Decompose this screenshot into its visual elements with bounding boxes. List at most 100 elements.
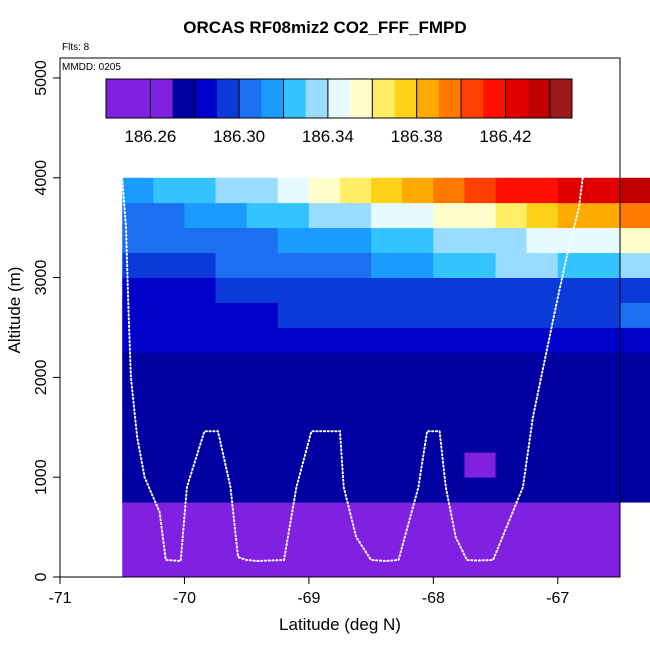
y-tick-label: 5000 [33, 60, 50, 96]
heatmap-cell [588, 327, 621, 353]
heatmap-cell [246, 452, 279, 478]
heatmap-cell [215, 402, 248, 428]
heatmap-cell [184, 277, 216, 303]
heatmap-cell [277, 377, 310, 403]
heatmap-cell [184, 502, 216, 528]
heatmap-cell [402, 302, 434, 328]
y-tick-label: 1000 [33, 459, 50, 495]
y-tick-label: 3000 [33, 260, 50, 296]
colorbar-tick-label: 186.26 [124, 127, 176, 146]
flights-label: Flts: 8 [62, 42, 90, 53]
heatmap-cell [184, 252, 216, 278]
colorbar-segment [106, 79, 174, 118]
heatmap-cell [122, 402, 154, 428]
heatmap-cell [495, 202, 528, 229]
heatmap-cell [308, 377, 341, 403]
heatmap-cell [371, 502, 403, 528]
heatmap-cell [433, 177, 465, 204]
heatmap-cell [215, 277, 248, 303]
heatmap-cell [588, 302, 621, 328]
heatmap-cell [122, 302, 154, 328]
heatmap-cell [526, 377, 559, 403]
heatmap-cell [495, 402, 528, 428]
heatmap-cell [464, 377, 496, 403]
heatmap-cell [588, 177, 621, 204]
heatmap-cell [277, 552, 310, 578]
heatmap-cell [495, 252, 528, 278]
heatmap-cell [495, 502, 528, 528]
heatmap-cell [371, 452, 403, 478]
heatmap-cell [557, 477, 590, 503]
heatmap-cell [464, 302, 496, 328]
heatmap-cell [620, 302, 650, 328]
heatmap-cell [340, 252, 372, 278]
heatmap-cell [340, 477, 372, 503]
heatmap-cell [246, 402, 279, 428]
y-tick-label: 0 [33, 572, 50, 581]
heatmap-cell [184, 552, 216, 578]
heatmap-cell [122, 177, 154, 204]
heatmap-cell [371, 352, 403, 378]
heatmap-cell [277, 177, 310, 204]
heatmap-cell [122, 202, 154, 229]
heatmap-cell [402, 502, 434, 528]
heatmap-cell [215, 452, 248, 478]
heatmap-cell [557, 302, 590, 328]
heatmap-cell [277, 202, 310, 229]
heatmap-cell [215, 552, 248, 578]
heatmap-cell [246, 377, 279, 403]
heatmap-cell [464, 402, 496, 428]
heatmap-cell [433, 302, 465, 328]
heatmap-cell [215, 177, 248, 204]
heatmap-cell [340, 227, 372, 254]
heatmap-cell [153, 452, 185, 478]
heatmap-cell [588, 202, 621, 229]
heatmap-cell [495, 177, 528, 204]
heatmap-cell [277, 252, 310, 278]
heatmap-cell [588, 252, 621, 278]
heatmap-cell [308, 477, 341, 503]
heatmap-cell [495, 377, 528, 403]
heatmap-cell [277, 477, 310, 503]
heatmap-cell [371, 227, 403, 254]
heatmap-cell [153, 477, 185, 503]
heatmap-cell [184, 227, 216, 254]
heatmap-cell [588, 527, 621, 553]
heatmap-cell [340, 527, 372, 553]
heatmap-cell [433, 452, 465, 478]
heatmap-cell [557, 427, 590, 453]
heatmap-cell [153, 527, 185, 553]
heatmap-cell [433, 477, 465, 503]
colorbar-segment [372, 79, 395, 118]
heatmap-cell [464, 327, 496, 353]
heatmap-cell [371, 277, 403, 303]
colorbar-segment [239, 79, 262, 118]
heatmap-cell [153, 327, 185, 353]
heatmap-cell [433, 552, 465, 578]
heatmap-cell [588, 352, 621, 378]
heatmap-cell [464, 352, 496, 378]
heatmap-cell [433, 402, 465, 428]
heatmap-cell [215, 252, 248, 278]
x-tick-label: -68 [422, 590, 445, 607]
heatmap-cell [402, 527, 434, 553]
heatmap-cell [340, 427, 372, 453]
colorbar-segment [416, 79, 440, 118]
heatmap-cell [495, 302, 528, 328]
heatmap-cell [433, 227, 465, 254]
heatmap-cell [620, 252, 650, 278]
heatmap-cell [464, 252, 496, 278]
heatmap-cell [495, 527, 528, 553]
heatmap-cell [588, 477, 621, 503]
heatmap-cell [340, 452, 372, 478]
x-tick-label: -69 [297, 590, 320, 607]
heatmap-cell [526, 202, 559, 229]
heatmap-cell [215, 327, 248, 353]
heatmap-cell [371, 527, 403, 553]
heatmap-cell [277, 302, 310, 328]
heatmap-cell [184, 202, 216, 229]
colorbar-tick-label: 186.42 [479, 127, 531, 146]
heatmap-cell [122, 377, 154, 403]
heatmap-cell [371, 427, 403, 453]
heatmap-cell [495, 427, 528, 453]
